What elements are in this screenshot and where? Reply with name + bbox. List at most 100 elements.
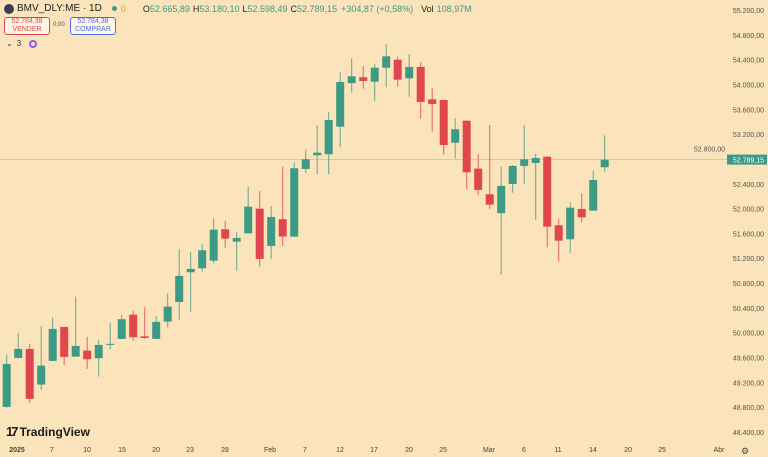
tradingview-logo[interactable]: 17 TradingView xyxy=(6,424,90,439)
status-count: 0 xyxy=(120,3,126,14)
high-value: 53.180,10 xyxy=(199,3,240,14)
x-tick-label: 28 xyxy=(221,447,229,454)
candle xyxy=(439,99,448,155)
x-tick-label: 15 xyxy=(118,447,126,454)
candle xyxy=(497,166,506,275)
y-tick-label: 54.400,00 xyxy=(733,58,764,65)
candle xyxy=(359,65,368,89)
buy-button[interactable]: 52.784,38 COMPRAR xyxy=(70,17,116,35)
candle-body xyxy=(324,119,333,155)
candle xyxy=(405,53,414,97)
volume-label: Vol xyxy=(421,3,434,14)
candle-body xyxy=(14,348,23,358)
candle xyxy=(393,56,402,87)
candle-body xyxy=(60,326,69,357)
candle-body xyxy=(600,159,609,168)
candle-body xyxy=(129,314,138,338)
y-tick-label: 49.200,00 xyxy=(733,380,764,387)
candle xyxy=(25,343,34,403)
tradingview-logo-text: TradingView xyxy=(19,424,90,439)
candle xyxy=(232,232,241,271)
candle-body xyxy=(554,225,563,241)
y-tick-label: 54.800,00 xyxy=(733,33,764,40)
candle xyxy=(106,323,115,350)
candle-body xyxy=(83,350,92,360)
x-tick-label: 12 xyxy=(336,447,344,454)
tradingview-mark-icon: 17 xyxy=(6,424,19,439)
last-price-label: 52.789,15 xyxy=(733,158,764,165)
candle xyxy=(336,72,345,148)
low-value: 52.598,49 xyxy=(247,3,288,14)
candle xyxy=(244,186,253,234)
sync-icon[interactable] xyxy=(29,39,38,48)
x-tick-label: Abr xyxy=(714,447,726,454)
change-value: +304,87 (+0,58%) xyxy=(341,3,414,14)
candle xyxy=(508,164,517,193)
candle-body xyxy=(186,268,195,273)
x-tick-label: Mar xyxy=(483,447,496,454)
candle-body xyxy=(255,208,264,259)
candle xyxy=(48,317,57,361)
candle xyxy=(94,339,103,377)
sell-button[interactable]: 52.784,38 VENDER xyxy=(4,17,50,35)
candle-body xyxy=(370,67,379,82)
candle xyxy=(278,166,287,246)
candle xyxy=(313,124,322,175)
candle xyxy=(600,135,609,172)
candle-body xyxy=(359,77,368,81)
symbol-title[interactable]: BMV_DLY:ME · 1D xyxy=(17,3,102,14)
x-tick-label: 11 xyxy=(554,447,561,454)
candle-body xyxy=(117,319,126,339)
x-tick-label: Feb xyxy=(264,447,276,454)
close-label: C xyxy=(290,3,298,14)
x-tick-label: 20 xyxy=(152,447,160,454)
y-tick-label: 49.600,00 xyxy=(733,356,764,363)
candle-body xyxy=(543,156,552,227)
candle xyxy=(301,149,310,173)
y-tick-label: 50.000,00 xyxy=(733,331,764,338)
candle xyxy=(290,162,299,237)
candle xyxy=(370,63,379,101)
high-label: H xyxy=(192,3,200,14)
buy-price: 52.784,38 xyxy=(77,18,109,25)
x-tick-label: 23 xyxy=(186,447,194,454)
candle xyxy=(175,249,184,321)
candle-body xyxy=(267,216,276,246)
candle-body xyxy=(301,159,310,169)
candle-body xyxy=(531,157,540,163)
candle-body xyxy=(577,208,586,218)
candle xyxy=(416,62,425,119)
candle xyxy=(198,244,207,272)
candle xyxy=(589,170,598,211)
candle-body xyxy=(451,129,460,143)
candle-body xyxy=(462,120,471,173)
y-tick-label: 51.200,00 xyxy=(733,256,764,263)
candle xyxy=(382,44,391,88)
candle xyxy=(152,315,161,339)
candle-body xyxy=(48,328,57,361)
y-tick-label: 53.600,00 xyxy=(733,107,764,114)
candle xyxy=(462,120,471,189)
candle xyxy=(554,218,563,262)
candle xyxy=(2,354,11,408)
candle xyxy=(129,310,138,341)
candle xyxy=(543,156,552,248)
candle-body xyxy=(336,81,345,127)
x-tick-label: 7 xyxy=(50,447,54,454)
x-tick-label: 20 xyxy=(624,447,632,454)
candle-body xyxy=(439,99,448,145)
candle-body xyxy=(313,152,322,156)
candle xyxy=(163,293,172,328)
y-tick-label: 48.800,00 xyxy=(733,405,764,412)
chevron-down-icon: ⌄ xyxy=(6,39,13,48)
candle xyxy=(566,202,575,253)
x-tick-label: 20 xyxy=(405,447,413,454)
x-tick-label: 2025 xyxy=(9,447,25,454)
candle-body xyxy=(140,336,149,338)
indicators-toggle[interactable]: ⌄ 3 xyxy=(6,39,38,48)
candle xyxy=(83,336,92,369)
gear-icon[interactable]: ⚙ xyxy=(741,446,750,456)
candle-body xyxy=(290,168,299,237)
candle xyxy=(577,193,586,223)
